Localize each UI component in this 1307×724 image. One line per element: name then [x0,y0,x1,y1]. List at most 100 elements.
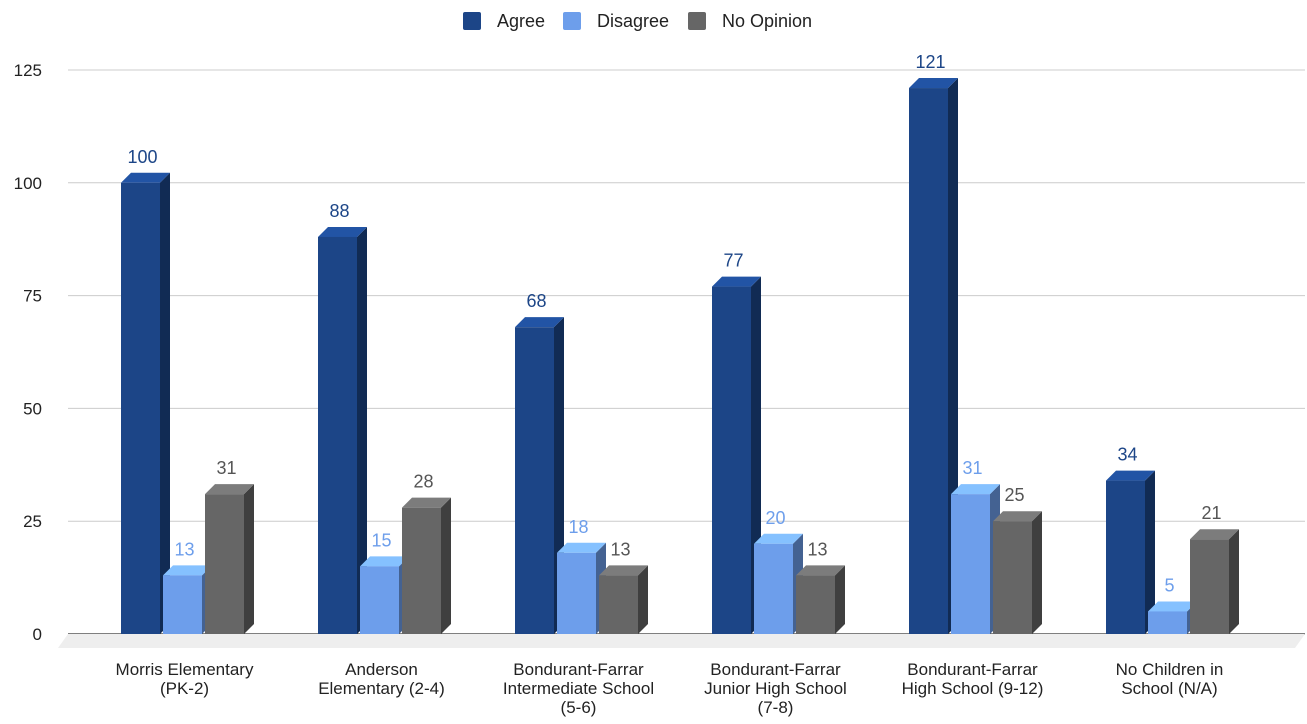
bar-top [318,226,367,237]
bar-side [1032,511,1042,634]
bar-side [1229,529,1239,634]
bar [205,484,254,634]
bar-top [515,317,564,328]
bar-front [951,494,990,634]
bar-front [1148,611,1187,634]
bar-side [244,484,254,634]
data-label: 18 [568,517,588,537]
data-label: 68 [526,291,546,311]
bar [951,484,1000,634]
data-label: 88 [329,201,349,221]
bar-side [1145,470,1155,634]
x-tick-label: Anderson Elementary (2-4) [318,660,445,698]
bar-front [909,88,948,635]
bar-front [1106,480,1145,634]
bar-front [754,543,793,634]
x-tick-label: Bondurant-Farrar High School (9-12) [902,660,1044,698]
bar-top [796,565,845,576]
bar-front [515,327,554,634]
bar-top [360,556,409,567]
bar-top [909,78,958,89]
bar-top [121,172,170,183]
data-label: 31 [962,458,982,478]
bar-front [599,575,638,634]
bar [993,511,1042,634]
legend: Agree Disagree No Opinion [463,11,812,31]
x-axis: Morris Elementary (PK-2) Anderson Elementar… [116,660,1224,717]
bar-front [121,182,160,635]
bar [712,276,761,634]
data-label: 121 [915,52,945,72]
bar [754,533,803,634]
legend-item: Disagree [563,11,669,31]
data-label: 13 [807,539,827,559]
legend-swatch [463,12,481,30]
bar [121,172,170,635]
bar-side [441,497,451,634]
bar-top [402,497,451,508]
floor-plane [58,634,1305,648]
bar-top [993,511,1042,522]
bar [1106,470,1155,634]
legend-label: No Opinion [722,11,812,31]
bar-side [357,226,367,634]
bar-front [402,507,441,634]
bars [121,78,1239,635]
x-tick-label: No Children in School (N/A) [1116,660,1224,698]
chart-floor [58,634,1305,648]
y-tick-label: 75 [23,287,42,306]
legend-label: Agree [497,11,545,31]
data-labels: 100 13 31 88 15 28 68 18 13 77 20 13 121 31 25 34 5 21 [127,52,1221,595]
y-tick-label: 100 [14,174,42,193]
bar-side [638,565,648,634]
bar [909,78,958,635]
bar-front [360,566,399,634]
bar-top [205,484,254,495]
bar [599,565,648,634]
bar-side [160,172,170,635]
bar-top [557,542,606,553]
y-axis: 0 25 50 75 100 125 [14,61,42,644]
y-tick-label: 25 [23,512,42,531]
bar-top [1106,470,1155,481]
bar-front [557,552,596,634]
legend-item: No Opinion [688,11,812,31]
data-label: 15 [371,530,391,550]
bar-top [1190,529,1239,540]
data-label: 20 [765,508,785,528]
legend-swatch [563,12,581,30]
bar [360,556,409,634]
bar-top [951,484,1000,495]
y-tick-label: 125 [14,61,42,80]
x-tick-label: Bondurant-Farrar Junior High School (7-8) [704,660,847,717]
bar-top [1148,601,1197,612]
legend-item: Agree [463,11,545,31]
bar-front [318,236,357,634]
bar-front [163,575,202,634]
data-label: 34 [1117,445,1137,465]
data-label: 28 [413,472,433,492]
bar-front [796,575,835,634]
bar [1190,529,1239,634]
bar [1148,601,1197,634]
data-label: 31 [216,458,236,478]
data-label: 13 [174,539,194,559]
data-label: 100 [127,147,157,167]
x-tick-label: Morris Elementary (PK-2) [116,660,254,698]
y-tick-label: 50 [23,399,42,418]
bar [318,226,367,634]
legend-swatch [688,12,706,30]
x-tick-label: Bondurant-Farrar Intermediate School (5-6) [503,660,654,717]
bar-front [993,521,1032,634]
bar-front [1190,539,1229,634]
bar [515,317,564,634]
data-label: 77 [723,251,743,271]
bar [163,565,212,634]
bar [557,542,606,634]
data-label: 25 [1004,485,1024,505]
bar-top [754,533,803,544]
data-label: 21 [1201,503,1221,523]
bar-front [712,286,751,634]
bar-top [712,276,761,287]
